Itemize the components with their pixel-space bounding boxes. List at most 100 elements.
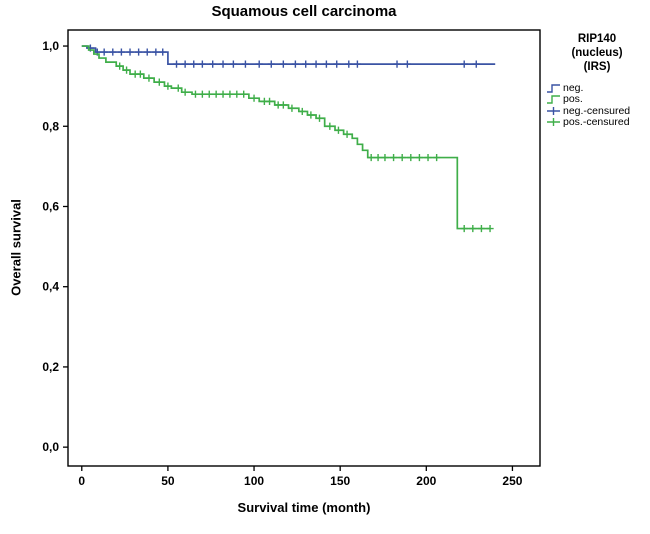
censor-mark-pos bbox=[164, 82, 172, 90]
censor-mark-pos bbox=[381, 153, 389, 162]
censor-mark-pos bbox=[279, 101, 287, 109]
x-tick-label: 0 bbox=[78, 474, 85, 488]
censor-mark-neg bbox=[393, 60, 401, 68]
censor-mark-pos bbox=[326, 122, 334, 130]
censor-mark-pos bbox=[174, 84, 182, 92]
censor-mark-pos bbox=[315, 114, 324, 122]
censor-mark-pos bbox=[486, 224, 494, 233]
y-tick-label: 0,2 bbox=[42, 360, 59, 374]
censor-mark-neg bbox=[312, 60, 320, 68]
censor-mark-neg bbox=[117, 48, 126, 56]
y-tick-label: 0,8 bbox=[42, 119, 59, 133]
censor-mark-neg bbox=[403, 60, 411, 68]
x-tick-label: 50 bbox=[161, 474, 175, 488]
censor-mark-pos bbox=[433, 153, 441, 162]
censor-mark-neg bbox=[152, 48, 160, 56]
censor-mark-pos bbox=[181, 88, 189, 96]
legend-title-line: (nucleus) bbox=[571, 47, 623, 59]
censor-mark-neg bbox=[291, 60, 299, 68]
legend-item-neg-: neg. bbox=[546, 82, 648, 94]
censor-mark-pos bbox=[233, 90, 241, 98]
plot-border bbox=[67, 29, 541, 467]
legend-item-neg-censured: neg.-censured bbox=[546, 105, 648, 117]
legend-items: neg. pos. neg.-censured pos.-censured bbox=[546, 82, 648, 128]
legend-item-label: neg. bbox=[563, 81, 584, 94]
censor-mark-pos bbox=[205, 90, 213, 98]
censor-mark-pos bbox=[407, 153, 415, 162]
censor-mark-neg bbox=[209, 60, 217, 68]
x-axis-label: Survival time (month) bbox=[237, 500, 371, 515]
censor-mark-neg bbox=[255, 60, 263, 68]
legend-item-pos-censured: pos.-censured bbox=[546, 116, 648, 129]
censor-mark-pos bbox=[374, 153, 382, 162]
censor-mark-pos bbox=[307, 111, 315, 119]
censor-mark-neg bbox=[219, 60, 227, 68]
censor-mark-neg bbox=[322, 60, 330, 68]
censor-mark-pos bbox=[389, 153, 398, 162]
censor-mark-neg bbox=[126, 48, 134, 56]
censor-mark-pos bbox=[288, 104, 296, 112]
censor-mark-pos bbox=[145, 74, 153, 82]
y-tick-label: 0,0 bbox=[42, 440, 59, 454]
censor-mark-pos bbox=[477, 224, 486, 233]
censor-mark-neg bbox=[143, 48, 151, 56]
legend-item-label: pos. bbox=[563, 93, 583, 106]
censor-mark-pos bbox=[469, 224, 477, 233]
censor-mark-neg bbox=[302, 60, 310, 68]
censor-mark-neg bbox=[353, 60, 362, 68]
survival-curve-pos bbox=[81, 45, 491, 230]
censor-mark-neg bbox=[279, 60, 287, 68]
x-tick-label: 100 bbox=[244, 474, 264, 488]
x-tick-label: 200 bbox=[416, 474, 436, 488]
censor-mark-neg bbox=[135, 48, 143, 56]
censor-mark-neg bbox=[190, 60, 198, 68]
censor-mark-pos bbox=[116, 62, 124, 70]
censor-mark-pos bbox=[424, 153, 432, 162]
censor-mark-neg bbox=[472, 60, 480, 68]
y-tick-label: 1,0 bbox=[42, 39, 59, 53]
censor-mark-neg bbox=[198, 60, 206, 68]
legend: RIP140 (nucleus) (IRS) neg. pos. neg.-censur… bbox=[546, 32, 648, 128]
censor-mark-pos bbox=[265, 97, 274, 105]
censor-mark-pos bbox=[334, 126, 343, 134]
censor-mark-neg bbox=[109, 48, 117, 56]
censor-mark-pos bbox=[398, 153, 406, 162]
survival-curve-neg bbox=[81, 45, 496, 65]
censor-mark-pos bbox=[198, 90, 206, 98]
censor-mark-neg bbox=[267, 60, 275, 68]
censor-mark-pos bbox=[367, 153, 375, 162]
chart-title: Squamous cell carcinoma bbox=[211, 3, 397, 20]
legend-item-pos-: pos. bbox=[546, 93, 648, 106]
censor-mark-pos bbox=[415, 153, 424, 162]
censor-plus-icon bbox=[547, 118, 560, 127]
censor-mark-pos bbox=[136, 70, 144, 78]
y-tick-label: 0,6 bbox=[42, 199, 59, 213]
legend-item-label: neg.-censured bbox=[563, 104, 631, 117]
censor-mark-pos bbox=[226, 90, 234, 98]
censor-mark-neg bbox=[460, 60, 468, 68]
censor-mark-neg bbox=[172, 60, 181, 68]
legend-title-line: (IRS) bbox=[583, 61, 611, 73]
censor-mark-neg bbox=[241, 60, 250, 68]
censor-mark-neg bbox=[159, 48, 167, 56]
censor-mark-pos bbox=[122, 66, 131, 74]
censor-mark-neg bbox=[181, 60, 189, 68]
x-tick-label: 150 bbox=[330, 474, 350, 488]
y-tick-label: 0,4 bbox=[42, 280, 59, 294]
censor-mark-pos bbox=[298, 107, 306, 116]
censor-mark-neg bbox=[229, 60, 237, 68]
legend-item-label: pos.-censured bbox=[563, 116, 630, 129]
censor-mark-neg bbox=[333, 60, 341, 68]
censor-mark-pos bbox=[460, 224, 468, 233]
legend-title: RIP140 (nucleus) (IRS) bbox=[546, 32, 648, 74]
censor-mark-neg bbox=[100, 48, 108, 56]
censor-mark-pos bbox=[155, 78, 163, 86]
legend-title-line: RIP140 bbox=[577, 33, 617, 45]
step-line-icon bbox=[547, 95, 560, 104]
censor-mark-pos bbox=[343, 130, 351, 138]
censor-mark-neg bbox=[345, 60, 353, 68]
x-tick-label: 250 bbox=[502, 474, 522, 488]
censor-mark-pos bbox=[250, 94, 258, 102]
